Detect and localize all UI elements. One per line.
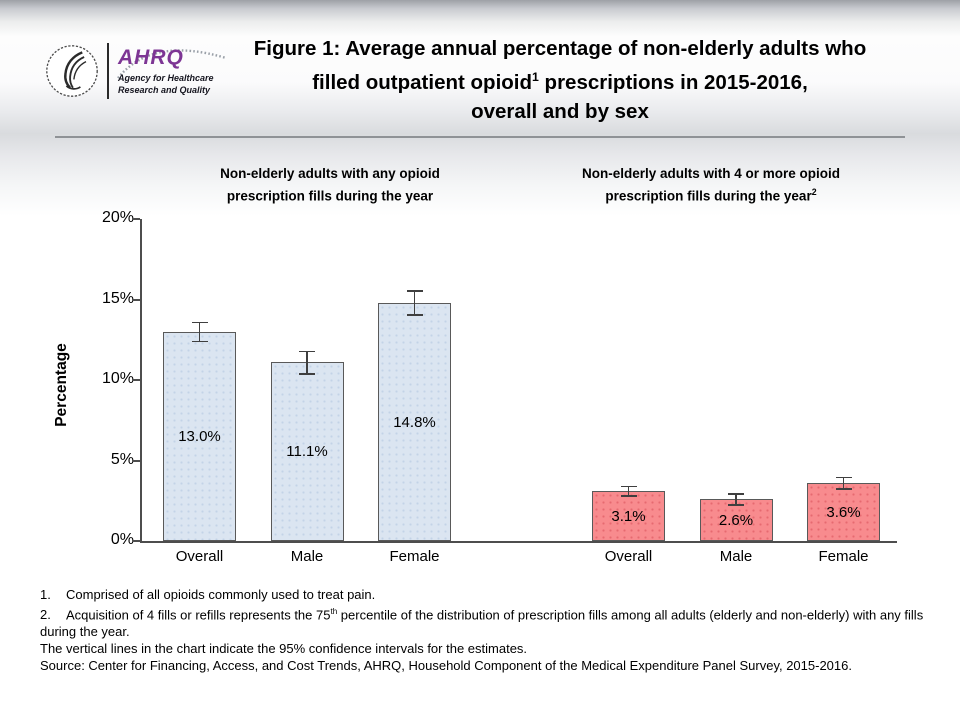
y-tick-mark (132, 298, 140, 301)
error-bar-cap-bottom (728, 504, 744, 506)
error-bar-cap-top (299, 350, 315, 353)
title-line-3: overall and by sex (471, 99, 649, 123)
ahrq-logo: AHRQ Agency for Healthcare Research and … (44, 40, 242, 102)
ahrq-logo-text-block: AHRQ Agency for Healthcare Research and … (116, 42, 242, 100)
x-category-label: Male (719, 548, 753, 565)
bar-value-label: 13.0% (178, 428, 221, 445)
y-tick-mark (132, 459, 140, 462)
error-bar-cap-bottom (299, 373, 315, 375)
y-tick-mark (132, 218, 140, 220)
error-bar (842, 477, 845, 489)
hhs-eagle-icon (46, 45, 98, 97)
bar-value-label: 3.1% (611, 507, 646, 525)
error-bar-cap-top (835, 476, 852, 479)
y-tick-label: 0% (110, 531, 134, 548)
bar-female-group1: 14.8% (378, 303, 451, 541)
chart-subtitle-right: Non-elderly adults with 4 or more opioid… (581, 166, 841, 204)
error-bar-cap-top (620, 485, 637, 488)
y-tick-mark (132, 540, 140, 542)
header-divider-rule (55, 136, 905, 138)
x-category-label: Male (290, 548, 324, 565)
subtitle-right-footnote-ref: 2 (811, 187, 817, 197)
header-background (0, 0, 960, 216)
x-category-label: Overall (175, 548, 224, 565)
error-bar-cap-top (406, 290, 423, 292)
ahrq-tagline-line2: Research and Quality (118, 85, 211, 95)
page-title: Figure 1: Average annual percentage of n… (150, 34, 960, 126)
y-tick-label: 15% (101, 289, 134, 307)
error-bar-cap-bottom (191, 340, 208, 343)
ahrq-swoosh-icon (117, 49, 227, 79)
error-bar-cap-bottom (835, 488, 852, 490)
error-bar-cap-bottom (620, 495, 637, 497)
title-line-2: filled outpatient opioid1 prescriptions … (312, 70, 808, 94)
error-bar (306, 351, 308, 374)
bar-male-group2: 2.6% (699, 499, 773, 541)
error-bar (198, 322, 201, 342)
x-category-label: Female (389, 548, 440, 565)
footnote-2: 2. Acquisition of 4 fills or refills repr… (40, 607, 924, 640)
bar-value-label: 3.6% (826, 503, 861, 521)
plot-area: 13.0% Overall 11.1% Male 14.8% Female 3.1% Over… (140, 219, 897, 565)
error-bar (627, 486, 630, 496)
x-category-label: Overall (604, 548, 653, 565)
bar-male-group1: 11.1% (270, 362, 344, 541)
logo-divider (107, 43, 109, 99)
bar-value-label: 11.1% (286, 443, 328, 460)
ahrq-wordmark: AHRQ (118, 46, 184, 69)
bar-value-label: 2.6% (718, 511, 754, 529)
y-tick-label: 5% (110, 450, 134, 468)
y-tick-label: 10% (101, 370, 134, 387)
title-footnote-ref: 1 (532, 70, 539, 84)
error-bar (413, 290, 416, 315)
error-bar (735, 493, 737, 505)
footnote-source: Source: Center for Financing, Access, an… (40, 658, 852, 674)
y-tick-label: 20% (101, 209, 134, 226)
chart-subtitle-left: Non-elderly adults with any opioid presc… (220, 166, 440, 204)
footnotes: 1. Comprised of all opioids commonly used… (40, 586, 932, 674)
title-line-1: Figure 1: Average annual percentage of n… (253, 37, 867, 60)
error-bar-cap-top (728, 493, 744, 495)
error-bar-cap-top (191, 321, 208, 324)
footnote-1: 1. Comprised of all opioids commonly used… (40, 587, 376, 602)
x-category-label: Female (818, 548, 869, 565)
y-tick-mark (132, 379, 140, 381)
bar-female-group2: 3.6% (807, 483, 880, 541)
bar-overall-group1: 13.0% (163, 332, 236, 541)
error-bar-cap-bottom (406, 314, 423, 316)
ahrq-tagline-line1: Agency for Healthcare (118, 73, 214, 83)
footnote-ci: The vertical lines in the chart indicate… (40, 641, 528, 657)
bar-overall-group2: 3.1% (592, 491, 665, 541)
bar-value-label: 14.8% (393, 413, 436, 431)
